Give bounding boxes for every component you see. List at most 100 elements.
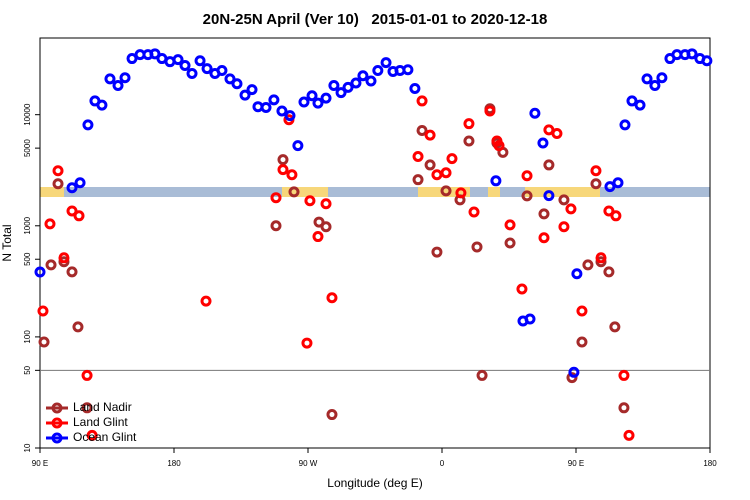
- point: [312, 97, 324, 109]
- point: [565, 203, 577, 215]
- point: [326, 409, 338, 421]
- y-tick-label: 100: [23, 330, 32, 344]
- legend-marker: [51, 432, 63, 444]
- point: [74, 177, 86, 189]
- point: [277, 164, 289, 176]
- point: [446, 153, 458, 165]
- point: [634, 99, 646, 111]
- point: [149, 48, 161, 60]
- x-tick-label: 0: [440, 459, 445, 468]
- point: [504, 237, 516, 249]
- point: [320, 198, 332, 210]
- x-tick-label: 90 E: [32, 459, 48, 468]
- point: [576, 305, 588, 317]
- point: [582, 259, 594, 271]
- point: [200, 295, 212, 307]
- point: [58, 252, 70, 264]
- point: [239, 89, 251, 101]
- point: [604, 181, 616, 193]
- point: [231, 78, 243, 90]
- point: [409, 83, 421, 95]
- point: [431, 246, 443, 258]
- point: [455, 187, 467, 199]
- point: [538, 232, 550, 244]
- point: [350, 77, 362, 89]
- point: [618, 402, 630, 414]
- point: [603, 205, 615, 217]
- point: [58, 256, 70, 268]
- x-tick-label: 180: [703, 459, 717, 468]
- point: [292, 140, 304, 152]
- point: [380, 57, 392, 69]
- point: [276, 105, 288, 117]
- point: [298, 96, 310, 108]
- point: [416, 125, 428, 137]
- point: [412, 151, 424, 163]
- x-tick-label: 90 E: [568, 459, 584, 468]
- point: [96, 99, 108, 111]
- point: [571, 268, 583, 280]
- point: [612, 177, 624, 189]
- point: [493, 140, 505, 152]
- point: [656, 72, 668, 84]
- point: [66, 266, 78, 278]
- y-tick-label: 10: [23, 443, 32, 452]
- point: [52, 165, 64, 177]
- point: [179, 60, 191, 72]
- point: [320, 92, 332, 104]
- point: [618, 369, 630, 381]
- legend-label: Land Nadir: [73, 400, 132, 414]
- point: [313, 216, 325, 228]
- point: [268, 94, 280, 106]
- point: [194, 55, 206, 67]
- point: [649, 80, 661, 92]
- point: [304, 195, 316, 207]
- point: [516, 283, 528, 295]
- point: [424, 129, 436, 141]
- point: [641, 73, 653, 85]
- point: [424, 159, 436, 171]
- point: [558, 221, 570, 233]
- point: [73, 210, 85, 222]
- point: [112, 80, 124, 92]
- point: [595, 256, 607, 268]
- point: [365, 75, 377, 87]
- point: [595, 252, 607, 264]
- point: [529, 107, 541, 119]
- point: [320, 221, 332, 233]
- point: [490, 175, 502, 187]
- point: [504, 219, 516, 231]
- point: [52, 178, 64, 190]
- point: [306, 90, 318, 102]
- point: [576, 336, 588, 348]
- point: [119, 72, 131, 84]
- point: [568, 366, 580, 378]
- point: [301, 337, 313, 349]
- point: [524, 313, 536, 325]
- point: [216, 64, 228, 76]
- point: [440, 185, 452, 197]
- point: [260, 102, 272, 114]
- point: [326, 292, 338, 304]
- point: [431, 169, 443, 181]
- y-tick-label: 1000: [23, 216, 32, 234]
- point: [543, 159, 555, 171]
- y-axis-label: N Total: [0, 224, 14, 261]
- point: [609, 321, 621, 333]
- chart-title: 20N-25N April (Ver 10) 2015-01-01 to 202…: [203, 11, 548, 28]
- point: [463, 135, 475, 147]
- point: [86, 429, 98, 441]
- point: [72, 321, 84, 333]
- point: [44, 218, 56, 230]
- point: [543, 190, 555, 202]
- point: [566, 372, 578, 384]
- point: [37, 305, 49, 317]
- point: [416, 95, 428, 107]
- point: [610, 210, 622, 222]
- point: [312, 231, 324, 243]
- y-tick-label: 10000: [23, 103, 32, 126]
- point: [82, 119, 94, 131]
- point: [342, 81, 354, 93]
- point: [277, 154, 289, 166]
- y-tick-label: 500: [23, 252, 32, 266]
